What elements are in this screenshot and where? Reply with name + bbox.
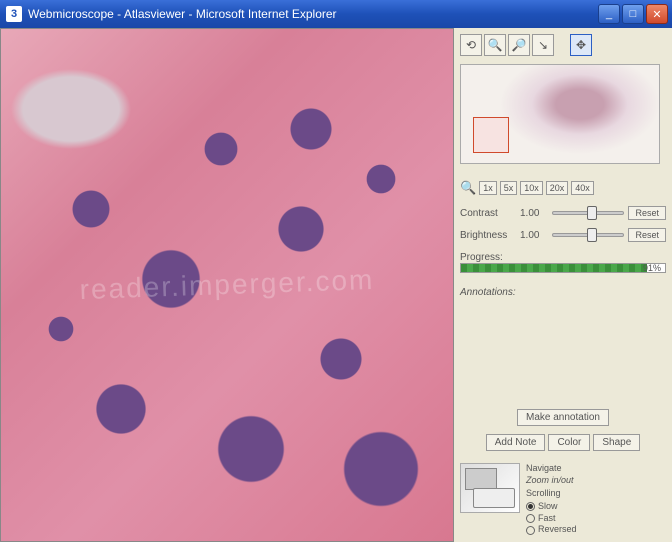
progress-section: Progress: 91% <box>460 252 666 273</box>
zoom-20x[interactable]: 20x <box>546 181 569 195</box>
slide-viewer[interactable]: reader.imperger.com <box>0 28 454 542</box>
scroll-fast-radio[interactable]: Fast <box>526 513 577 525</box>
navigate-section: Navigate Zoom in/out Scrolling Slow Fast… <box>460 463 666 536</box>
pointer-tool[interactable]: ↘ <box>532 34 554 56</box>
overview-thumbnail[interactable] <box>460 64 660 164</box>
zoom-in-tool[interactable]: 🔎 <box>508 34 530 56</box>
navigate-subtitle: Zoom in/out <box>526 475 577 487</box>
magnifier-icon: 🔍 <box>460 180 476 196</box>
navigate-title: Navigate <box>526 463 577 475</box>
brightness-control: Brightness 1.00 Reset <box>460 228 666 242</box>
radio-icon <box>526 502 535 511</box>
minimize-button[interactable]: _ <box>598 4 620 24</box>
make-annotation-button[interactable]: Make annotation <box>517 409 609 426</box>
window-title: Webmicroscope - Atlasviewer - Microsoft … <box>28 7 598 21</box>
annotation-button-row: Make annotation <box>460 409 666 426</box>
zoom-10x[interactable]: 10x <box>520 181 543 195</box>
progress-text: 91% <box>643 263 661 273</box>
zoom-1x[interactable]: 1x <box>479 181 497 195</box>
zoom-controls: 🔍 1x 5x 10x 20x 40x <box>460 180 666 196</box>
color-button[interactable]: Color <box>548 434 590 451</box>
zoom-40x[interactable]: 40x <box>571 181 594 195</box>
pan-tool[interactable]: ✥ <box>570 34 592 56</box>
progress-fill <box>461 264 647 272</box>
tool-button-row: Add Note Color Shape <box>460 434 666 451</box>
progress-label: Progress: <box>460 252 666 263</box>
radio-icon <box>526 526 535 535</box>
control-sidebar: ⟲ 🔍 🔎 ↘ ✥ 🔍 1x 5x 10x 20x 40x Contrast 1… <box>454 28 672 542</box>
keyboard-mouse-icon <box>460 463 520 513</box>
contrast-value: 1.00 <box>520 208 548 219</box>
scroll-slow-radio[interactable]: Slow <box>526 501 577 513</box>
zoom-out-tool[interactable]: 🔍 <box>484 34 506 56</box>
brightness-thumb[interactable] <box>587 228 597 242</box>
contrast-control: Contrast 1.00 Reset <box>460 206 666 220</box>
brightness-slider[interactable] <box>552 233 624 237</box>
window-titlebar: 3 Webmicroscope - Atlasviewer - Microsof… <box>0 0 672 28</box>
contrast-slider[interactable] <box>552 211 624 215</box>
maximize-button[interactable]: □ <box>622 4 644 24</box>
contrast-label: Contrast <box>460 208 516 219</box>
app-icon: 3 <box>6 6 22 22</box>
progress-bar: 91% <box>460 263 666 273</box>
add-note-button[interactable]: Add Note <box>486 434 546 451</box>
brightness-reset-button[interactable]: Reset <box>628 228 666 242</box>
shape-button[interactable]: Shape <box>593 434 640 451</box>
scrolling-label: Scrolling <box>526 488 577 500</box>
rotate-tool[interactable]: ⟲ <box>460 34 482 56</box>
watermark-text: reader.imperger.com <box>79 264 375 306</box>
brightness-label: Brightness <box>460 230 516 241</box>
scroll-reversed-radio[interactable]: Reversed <box>526 524 577 536</box>
annotations-label: Annotations: <box>460 287 666 298</box>
radio-icon <box>526 514 535 523</box>
viewport-indicator[interactable] <box>473 117 509 153</box>
zoom-5x[interactable]: 5x <box>500 181 518 195</box>
view-toolbar: ⟲ 🔍 🔎 ↘ ✥ <box>460 34 666 56</box>
brightness-value: 1.00 <box>520 230 548 241</box>
close-button[interactable]: ✕ <box>646 4 668 24</box>
contrast-reset-button[interactable]: Reset <box>628 206 666 220</box>
contrast-thumb[interactable] <box>587 206 597 220</box>
scrolling-options: Scrolling Slow Fast Reversed <box>526 488 577 536</box>
content-area: reader.imperger.com ⟲ 🔍 🔎 ↘ ✥ 🔍 1x 5x 10… <box>0 28 672 542</box>
window-controls: _ □ ✕ <box>598 4 668 24</box>
